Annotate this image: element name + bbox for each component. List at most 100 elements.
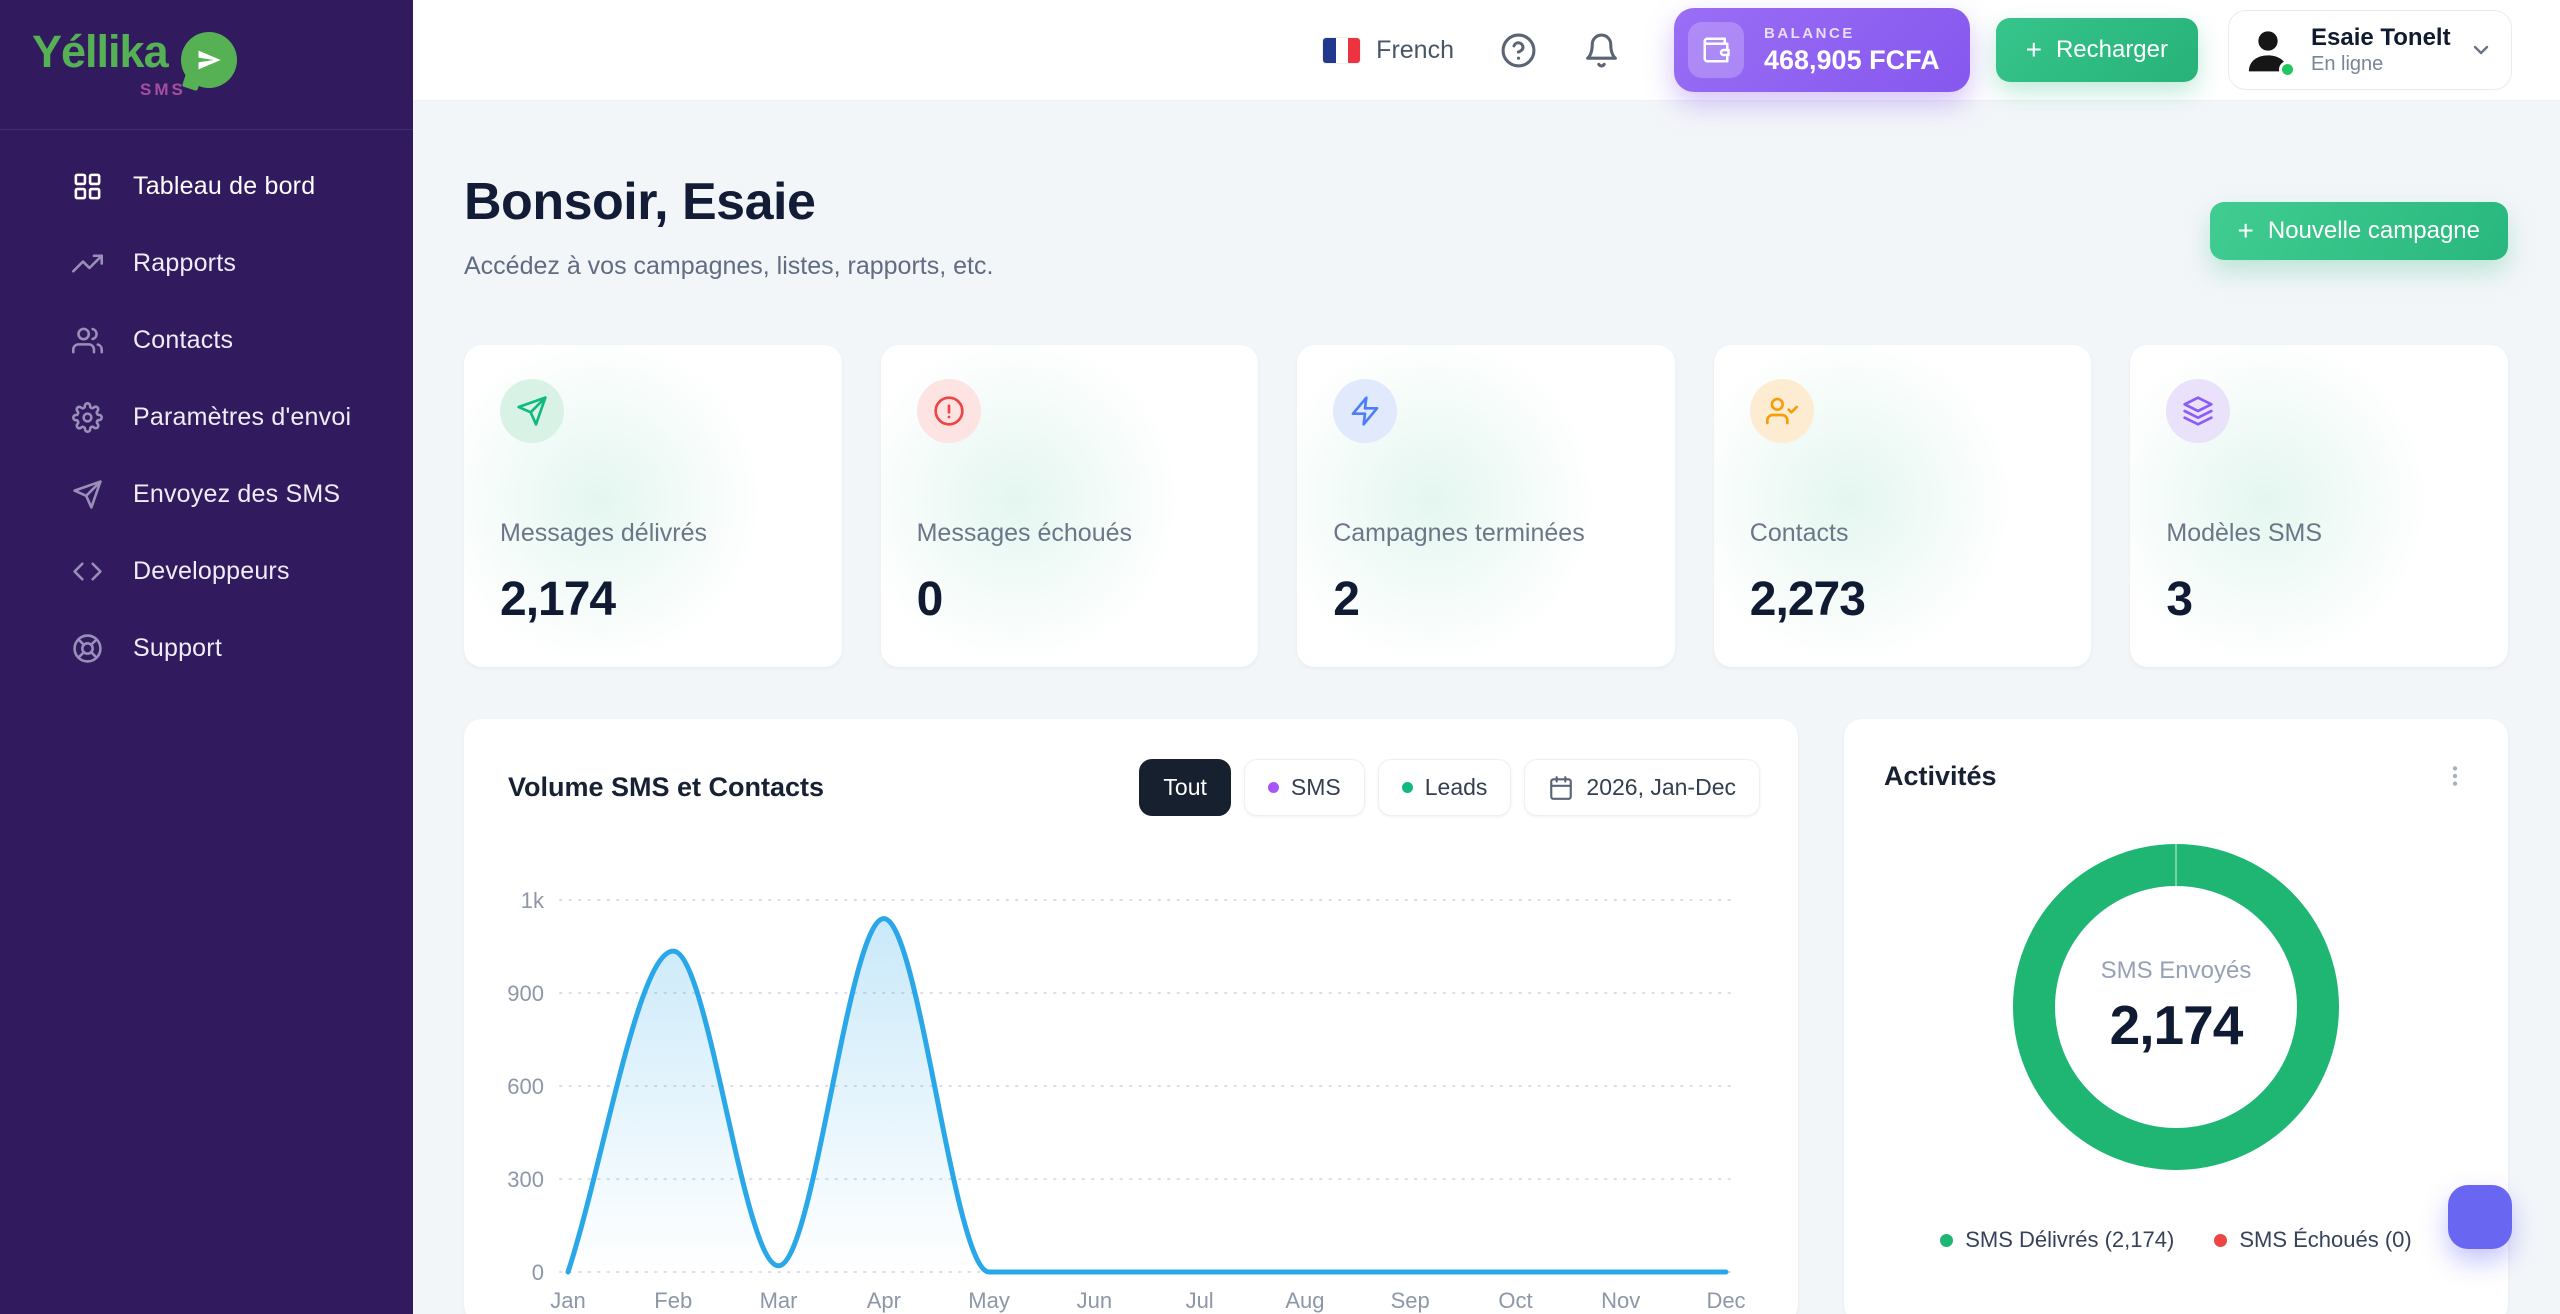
svg-text:Mar: Mar — [760, 1288, 798, 1313]
svg-text:900: 900 — [507, 981, 544, 1006]
sidebar-item-label: Contacts — [133, 326, 234, 354]
stats-row: Messages délivrés 2,174 Messages échoués… — [464, 345, 2508, 667]
charts-row: Volume SMS et Contacts Tout SMS Leads — [464, 719, 2508, 1314]
purple-dot-icon — [1267, 782, 1279, 793]
stat-label: Messages délivrés — [500, 519, 708, 547]
donut-center: SMS Envoyés 2,174 — [2026, 957, 2326, 1057]
user-menu[interactable]: Esaie Tonelt En ligne — [2228, 10, 2512, 90]
grid-icon — [72, 171, 103, 202]
send-icon — [500, 379, 564, 443]
volume-line-chart: 0 300 600 900 1k Jan Feb Mar Apr May Jun Jul Aug Sep O… — [507, 888, 1745, 1313]
svg-text:May: May — [968, 1288, 1010, 1313]
chat-widget-button[interactable] — [2448, 1185, 2512, 1249]
sidebar-item-envoyez-sms[interactable]: Envoyez des SMS — [0, 456, 413, 533]
brand-logo: Yéllika SMS — [0, 0, 413, 130]
more-options-button[interactable] — [2438, 759, 2472, 793]
french-flag-icon — [1323, 37, 1361, 63]
user-name: Esaie Tonelt — [2311, 23, 2451, 51]
donut-center-value: 2,174 — [2109, 994, 2244, 1056]
language-label: French — [1376, 35, 1454, 64]
recharge-button[interactable]: + Recharger — [1995, 18, 2198, 82]
green-dot-icon — [1401, 782, 1413, 793]
filter-tout[interactable]: Tout — [1139, 759, 1231, 816]
donut-ring — [2013, 844, 2339, 1170]
svg-text:Jul: Jul — [1186, 1288, 1214, 1313]
sidebar-item-label: Paramètres d'envoi — [133, 403, 352, 431]
sidebar-item-tableau-de-bord[interactable]: Tableau de bord — [0, 148, 413, 225]
page-header: Bonsoir, Esaie Accédez à vos campagnes, … — [464, 172, 2508, 281]
sidebar-item-developpeurs[interactable]: Developpeurs — [0, 533, 413, 610]
sidebar-item-label: Envoyez des SMS — [133, 480, 341, 508]
sidebar-nav: Tableau de bord Rapports Contacts Paramè… — [0, 130, 413, 687]
calendar-icon — [1548, 775, 1574, 801]
online-status-dot — [2279, 61, 2296, 78]
notifications-button[interactable] — [1583, 32, 1620, 69]
stat-value: 2,174 — [500, 573, 616, 626]
stat-label: Messages échoués — [916, 519, 1132, 547]
plus-icon: + — [2025, 34, 2042, 65]
stat-card-campagnes-terminees: Campagnes terminées 2 — [1297, 345, 1675, 667]
balance-badge[interactable]: BALANCE 468,905 FCFA — [1673, 8, 1970, 92]
layers-icon — [2166, 379, 2231, 443]
svg-text:1k: 1k — [521, 888, 545, 913]
new-campaign-button[interactable]: + Nouvelle campagne — [2209, 202, 2508, 260]
svg-text:Feb: Feb — [654, 1288, 692, 1313]
stat-card-contacts: Contacts 2,273 — [1713, 345, 2092, 667]
help-circle-icon — [1501, 33, 1536, 67]
sidebar-item-label: Support — [133, 634, 222, 662]
kebab-menu-icon — [2452, 766, 2458, 786]
stat-label: Campagnes terminées — [1333, 519, 1585, 547]
brand-wordmark: Yéllika — [32, 26, 169, 77]
stat-card-modeles-sms: Modèles SMS 3 — [2130, 345, 2508, 667]
volume-chart-card: Volume SMS et Contacts Tout SMS Leads — [464, 719, 1798, 1314]
stat-card-messages-echoues: Messages échoués 0 — [880, 345, 1259, 667]
svg-text:Dec: Dec — [1706, 1288, 1745, 1313]
page-title: Bonsoir, Esaie — [464, 173, 816, 231]
green-dot-icon — [1940, 1233, 1954, 1247]
avatar — [2241, 23, 2296, 78]
balance-label: BALANCE — [1763, 24, 1855, 42]
sms-donut-chart — [2013, 844, 2339, 1170]
date-range-picker[interactable]: 2026, Jan-Dec — [1524, 759, 1760, 816]
alert-circle-icon — [916, 379, 981, 443]
life-buoy-icon — [72, 633, 103, 664]
paper-plane-icon — [198, 50, 221, 70]
bell-icon — [1586, 33, 1617, 67]
brand-speech-bubble — [181, 32, 237, 88]
brand-product-label: SMS — [140, 80, 186, 99]
help-button[interactable] — [1500, 32, 1537, 69]
page-subtitle: Accédez à vos campagnes, listes, rapport… — [464, 252, 994, 280]
users-icon — [72, 325, 103, 356]
stat-value: 0 — [916, 573, 944, 626]
sidebar-item-support[interactable]: Support — [0, 610, 413, 687]
activities-card: Activités SMS Envoyés 2,174 SMS D — [1844, 719, 2508, 1314]
sidebar-item-label: Rapports — [133, 249, 237, 277]
topbar: French BALANCE 468,905 FCFA + Recharger — [413, 0, 2560, 100]
svg-text:Sep: Sep — [1391, 1288, 1430, 1313]
activities-header: Activités — [1844, 719, 2508, 793]
chevron-down-icon — [2469, 38, 2493, 62]
svg-text:300: 300 — [507, 1167, 544, 1192]
balance-value: 468,905 FCFA — [1763, 44, 1940, 75]
language-selector[interactable]: French — [1323, 36, 1454, 65]
sidebar-item-contacts[interactable]: Contacts — [0, 302, 413, 379]
donut-legend: SMS Délivrés (2,174) SMS Échoués (0) — [1844, 1227, 2508, 1253]
main-content: Bonsoir, Esaie Accédez à vos campagnes, … — [413, 100, 2560, 1314]
gear-icon — [72, 402, 103, 433]
svg-text:Jun: Jun — [1077, 1288, 1112, 1313]
plus-icon: + — [2237, 215, 2254, 246]
svg-text:Apr: Apr — [867, 1288, 901, 1313]
send-icon — [72, 479, 103, 510]
stat-value: 2 — [1333, 573, 1360, 626]
filter-leads[interactable]: Leads — [1377, 759, 1512, 816]
filter-sms[interactable]: SMS — [1243, 759, 1365, 816]
user-check-icon — [1749, 379, 1814, 443]
sidebar-item-rapports[interactable]: Rapports — [0, 225, 413, 302]
sidebar-item-parametres-envoi[interactable]: Paramètres d'envoi — [0, 379, 413, 456]
trending-up-icon — [72, 248, 103, 279]
legend-item-echoues: SMS Échoués (0) — [2214, 1227, 2412, 1253]
svg-text:Oct: Oct — [1498, 1288, 1532, 1313]
code-icon — [72, 556, 103, 587]
stat-card-messages-delivres: Messages délivrés 2,174 — [464, 345, 842, 667]
